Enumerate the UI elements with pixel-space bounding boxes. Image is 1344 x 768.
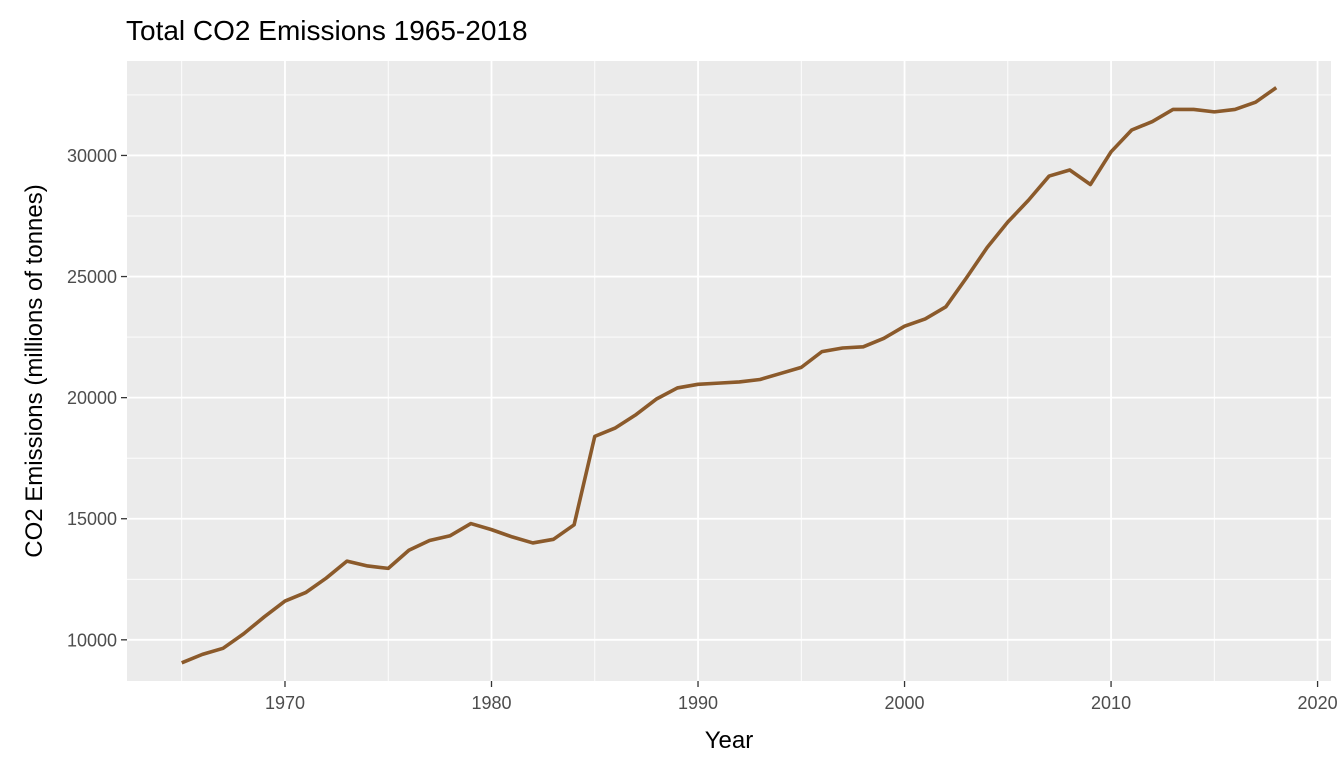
x-tick-label: 2010 bbox=[1091, 693, 1131, 713]
y-tick-label: 15000 bbox=[67, 509, 117, 529]
x-tick-label: 1970 bbox=[265, 693, 305, 713]
y-axis: 10000 15000 20000 25000 30000 bbox=[67, 146, 127, 650]
x-tick-label: 1980 bbox=[471, 693, 511, 713]
minor-gridlines bbox=[127, 61, 1331, 681]
y-axis-title: CO2 Emissions (millions of tonnes) bbox=[21, 184, 48, 557]
x-tick-label: 1990 bbox=[678, 693, 718, 713]
x-tick-label: 2020 bbox=[1298, 693, 1338, 713]
y-tick-label: 30000 bbox=[67, 146, 117, 166]
major-gridlines bbox=[127, 61, 1331, 681]
x-axis: 1970 1980 1990 2000 2010 2020 bbox=[265, 681, 1338, 713]
y-tick-label: 10000 bbox=[67, 630, 117, 650]
chart-title: Total CO2 Emissions 1965-2018 bbox=[126, 15, 528, 46]
co2-series-line bbox=[181, 86, 1278, 665]
x-tick-label: 2000 bbox=[885, 693, 925, 713]
plot-panel bbox=[127, 61, 1331, 681]
x-axis-title: Year bbox=[705, 727, 754, 754]
series-layer bbox=[181, 86, 1278, 665]
y-tick-label: 20000 bbox=[67, 388, 117, 408]
y-tick-label: 25000 bbox=[67, 267, 117, 287]
